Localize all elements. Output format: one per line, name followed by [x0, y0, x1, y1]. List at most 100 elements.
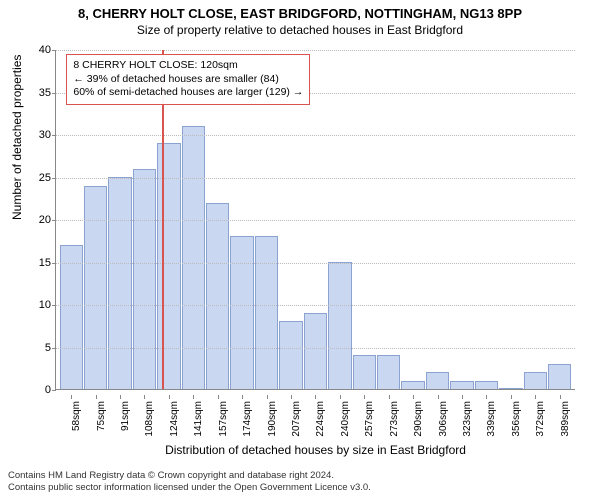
x-tick-label: 157sqm	[218, 401, 229, 437]
gridline	[56, 135, 575, 136]
annotation-line: 8 CHERRY HOLT CLOSE: 120sqm	[73, 59, 303, 73]
x-tick-mark	[438, 395, 439, 399]
y-tick-label: 20	[26, 214, 51, 226]
y-tick-label: 30	[26, 129, 51, 141]
x-tick-mark	[560, 395, 561, 399]
bar	[426, 372, 449, 389]
x-tick-mark	[193, 395, 194, 399]
annotation-line: ← 39% of detached houses are smaller (84…	[73, 73, 303, 87]
x-tick-label: 58sqm	[71, 401, 82, 431]
bar	[60, 245, 83, 389]
x-tick-label: 339sqm	[486, 401, 497, 437]
y-tick-label: 5	[26, 342, 51, 354]
bar	[133, 169, 156, 389]
x-tick-mark	[511, 395, 512, 399]
x-tick-label: 91sqm	[120, 401, 131, 431]
y-axis-label: Number of detached properties	[10, 55, 24, 220]
chart-title-sub: Size of property relative to detached ho…	[0, 21, 600, 37]
x-tick-mark	[96, 395, 97, 399]
x-tick-mark	[462, 395, 463, 399]
y-tick-mark	[52, 135, 56, 136]
bar	[524, 372, 547, 389]
x-tick-label: 141sqm	[193, 401, 204, 437]
y-tick-mark	[52, 263, 56, 264]
bar	[108, 177, 131, 389]
x-tick-label: 207sqm	[291, 401, 302, 437]
x-tick-label: 306sqm	[438, 401, 449, 437]
y-tick-mark	[52, 348, 56, 349]
annotation-box: 8 CHERRY HOLT CLOSE: 120sqm← 39% of deta…	[66, 54, 310, 105]
x-tick-label: 108sqm	[144, 401, 155, 437]
y-tick-mark	[52, 178, 56, 179]
y-tick-label: 40	[26, 44, 51, 56]
bar	[157, 143, 180, 389]
bar	[475, 381, 498, 389]
x-tick-label: 356sqm	[511, 401, 522, 437]
annotation-line: 60% of semi-detached houses are larger (…	[73, 86, 303, 100]
x-tick-label: 190sqm	[267, 401, 278, 437]
chart-title-main: 8, CHERRY HOLT CLOSE, EAST BRIDGFORD, NO…	[0, 0, 600, 21]
x-tick-mark	[364, 395, 365, 399]
footer-line-1: Contains HM Land Registry data © Crown c…	[8, 470, 371, 482]
x-tick-label: 224sqm	[315, 401, 326, 437]
attribution-footer: Contains HM Land Registry data © Crown c…	[8, 470, 371, 494]
x-tick-mark	[267, 395, 268, 399]
x-tick-label: 323sqm	[462, 401, 473, 437]
bar	[499, 388, 522, 389]
x-tick-label: 389sqm	[560, 401, 571, 437]
bar	[328, 262, 351, 389]
y-tick-mark	[52, 305, 56, 306]
gridline	[56, 178, 575, 179]
plot-area: 58sqm75sqm91sqm108sqm124sqm141sqm157sqm1…	[55, 50, 575, 390]
x-tick-label: 75sqm	[96, 401, 107, 431]
x-tick-mark	[413, 395, 414, 399]
chart-container: 8, CHERRY HOLT CLOSE, EAST BRIDGFORD, NO…	[0, 0, 600, 500]
x-tick-label: 372sqm	[535, 401, 546, 437]
x-tick-label: 174sqm	[242, 401, 253, 437]
bar	[84, 186, 107, 389]
x-tick-mark	[218, 395, 219, 399]
footer-line-2: Contains public sector information licen…	[8, 482, 371, 494]
y-tick-mark	[52, 93, 56, 94]
gridline	[56, 263, 575, 264]
bar	[450, 381, 473, 389]
x-tick-mark	[144, 395, 145, 399]
x-tick-mark	[120, 395, 121, 399]
y-tick-label: 25	[26, 172, 51, 184]
x-tick-mark	[340, 395, 341, 399]
x-tick-mark	[315, 395, 316, 399]
y-tick-label: 35	[26, 87, 51, 99]
y-tick-label: 0	[26, 384, 51, 396]
bar	[255, 236, 278, 389]
bar	[548, 364, 571, 389]
y-tick-mark	[52, 50, 56, 51]
y-tick-mark	[52, 220, 56, 221]
x-tick-mark	[389, 395, 390, 399]
x-tick-label: 273sqm	[389, 401, 400, 437]
x-tick-label: 124sqm	[169, 401, 180, 437]
y-tick-mark	[52, 390, 56, 391]
x-tick-mark	[535, 395, 536, 399]
bar	[304, 313, 327, 389]
gridline	[56, 220, 575, 221]
bar	[377, 355, 400, 389]
x-tick-mark	[242, 395, 243, 399]
gridline	[56, 50, 575, 51]
x-tick-label: 240sqm	[340, 401, 351, 437]
bar	[279, 321, 302, 389]
x-tick-label: 257sqm	[364, 401, 375, 437]
x-tick-mark	[291, 395, 292, 399]
gridline	[56, 348, 575, 349]
x-tick-label: 290sqm	[413, 401, 424, 437]
x-tick-mark	[169, 395, 170, 399]
y-tick-label: 10	[26, 299, 51, 311]
x-axis-label: Distribution of detached houses by size …	[56, 443, 575, 457]
bar	[353, 355, 376, 389]
gridline	[56, 305, 575, 306]
x-tick-mark	[486, 395, 487, 399]
x-tick-mark	[71, 395, 72, 399]
bar	[182, 126, 205, 389]
bar	[230, 236, 253, 389]
bar	[401, 381, 424, 389]
bar	[206, 203, 229, 389]
